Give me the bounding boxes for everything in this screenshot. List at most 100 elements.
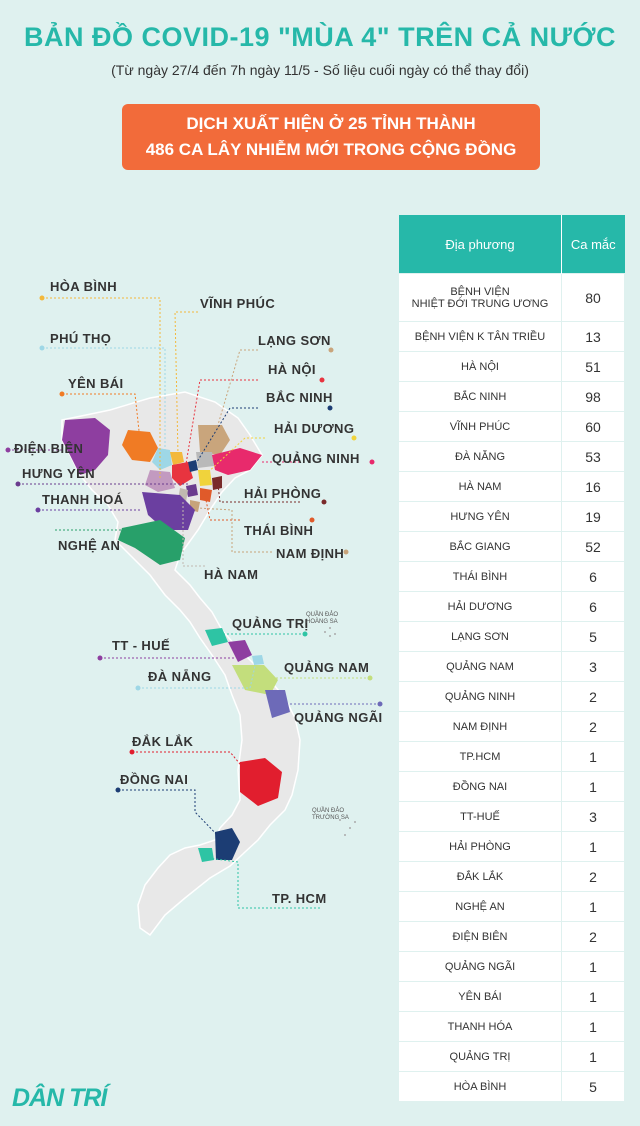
dan-tri-logo: DÂN TRÍ [12,1084,107,1112]
map-label-phu-tho: PHÚ THỌ [50,331,112,346]
province-bac-giang [196,452,214,468]
leader-lang-son [214,349,258,436]
table-row: HẢI PHÒNG 1 [399,831,625,862]
province-dien-bien [62,418,110,475]
row-location-line2: NHIỆT ĐỚI TRUNG ƯƠNG [411,297,549,310]
leader-phu-tho [42,347,166,455]
row-cases: 6 [561,591,625,622]
table-row: HƯNG YÊN 19 [399,501,625,532]
province-da-nang [252,655,264,665]
row-location: QUẢNG NGÃI [399,951,562,982]
banner-line-1: DỊCH XUẤT HIỆN Ở 25 TỈNH THÀNH [186,114,476,133]
cases-table: Địa phương Ca mắc BỆNH VIỆN NHIỆT ĐỚI TRU… [399,215,625,1101]
row-location: ĐỒNG NAI [399,771,562,802]
island-truong-sa-line2: TRƯỜNG SA [312,815,349,821]
row-location: NAM ĐỊNH [399,711,562,742]
province-hung-yen [186,484,198,497]
row-location-line1: BỆNH VIỆN [450,285,510,298]
island-label-hoang-sa: QUẦN ĐẢO HOÀNG SA [306,612,338,626]
row-cases: 2 [561,711,625,742]
row-cases: 51 [561,351,625,382]
province-phu-tho [152,448,172,470]
row-location: HÀ NAM [399,471,562,502]
row-cases: 5 [561,621,625,652]
row-cases: 1 [561,831,625,862]
row-location: QUẢNG NINH [399,681,562,712]
table-row: TT-HUẾ 3 [399,801,625,832]
map-label-tt-hue: TT - HUẾ [112,638,171,653]
province-quang-ngai [265,690,290,718]
row-location: QUẢNG NAM [399,651,562,682]
row-cases: 80 [561,273,625,322]
row-cases: 19 [561,501,625,532]
header-cases: Ca mắc [561,215,625,274]
leader-ha-nam [182,500,205,567]
leader-hai-duong [204,437,265,476]
row-cases: 52 [561,531,625,562]
province-quang-tri [205,628,228,646]
table-row: QUẢNG TRỊ 1 [399,1041,625,1072]
row-location: LẠNG SƠN [399,621,562,652]
province-dong-nai [215,828,240,860]
row-cases: 13 [561,321,625,352]
row-cases: 1 [561,951,625,982]
banner-line-2: 486 CA LÂY NHIỄM MỚI TRONG CỘNG ĐỒNG [145,140,517,159]
table-row: HẢI DƯƠNG 6 [399,591,625,622]
map-label-nam-dinh: NAM ĐỊNH [276,546,345,561]
map-label-dien-bien: ĐIỆN BIÊN [14,441,84,456]
row-cases: 16 [561,471,625,502]
province-yen-bai [122,430,158,462]
map-label-bac-ninh: BẮC NINH [266,390,333,405]
row-cases: 5 [561,1071,625,1101]
row-cases: 6 [561,561,625,592]
row-cases: 2 [561,861,625,892]
map-label-quang-ngai: QUẢNG NGÃI [294,710,383,725]
map-label-dong-nai: ĐỒNG NAI [120,772,189,787]
leader-ha-noi [184,379,258,471]
row-location: HÀ NỘI [399,351,562,382]
province-nghe-an [118,520,185,565]
map-label-thai-binh: THÁI BÌNH [244,523,314,538]
province-bac-ninh [188,460,198,472]
row-cases: 1 [561,1011,625,1042]
province-hoa-binh [145,470,175,492]
island-hoang-sa-line2: HOÀNG SA [306,619,338,625]
table-row: BỆNH VIỆN K TÂN TRIỀU 13 [399,321,625,352]
page-subtitle: (Từ ngày 27/4 đến 7h ngày 11/5 - Số liệu… [111,62,529,78]
row-cases: 1 [561,771,625,802]
map-label-tp-hcm: TP. HCM [272,891,327,906]
province-quang-ninh [212,448,262,475]
table-row: THÁI BÌNH 6 [399,561,625,592]
row-cases: 1 [561,891,625,922]
row-cases: 2 [561,681,625,712]
table-row: LẠNG SƠN 5 [399,621,625,652]
island-hoang-sa-line1: QUẦN ĐẢO [306,612,339,618]
leader-hoa-binh [42,297,161,480]
leader-da-nang [138,661,257,689]
table-row: BẮC NINH 98 [399,381,625,412]
table-row: YÊN BÁI 1 [399,981,625,1012]
leader-dong-nai [118,789,223,841]
map-label-hung-yen: HƯNG YÊN [22,466,95,481]
map-label-nghe-an: NGHỆ AN [58,538,121,553]
row-location: THÁI BÌNH [399,561,562,592]
province-dak-lak [240,758,282,806]
table-row: VĨNH PHÚC 60 [399,411,625,442]
province-quang-nam [232,665,278,695]
row-location: ĐẮK LẮK [399,861,562,892]
table-row: QUẢNG NGÃI 1 [399,951,625,982]
page-title: BẢN ĐỒ COVID-19 "MÙA 4" TRÊN CẢ NƯỚC [23,22,617,52]
leader-yen-bai [62,393,141,441]
map-label-dak-lak: ĐẮK LẮK [132,734,194,749]
map-label-hai-phong: HẢI PHÒNG [244,486,322,501]
map-label-ha-nam: HÀ NAM [204,567,259,582]
row-location: NGHỆ AN [399,891,562,922]
leader-thai-binh [204,494,240,521]
row-location: BẮC GIANG [399,531,562,562]
row-location: HẢI DƯƠNG [399,591,562,622]
leader-hai-phong [217,484,300,503]
province-ha-noi [172,462,193,486]
row-location: QUẢNG TRỊ [399,1041,562,1072]
row-location: THANH HÓA [399,1011,562,1042]
map-label-yen-bai: YÊN BÁI [68,376,124,391]
